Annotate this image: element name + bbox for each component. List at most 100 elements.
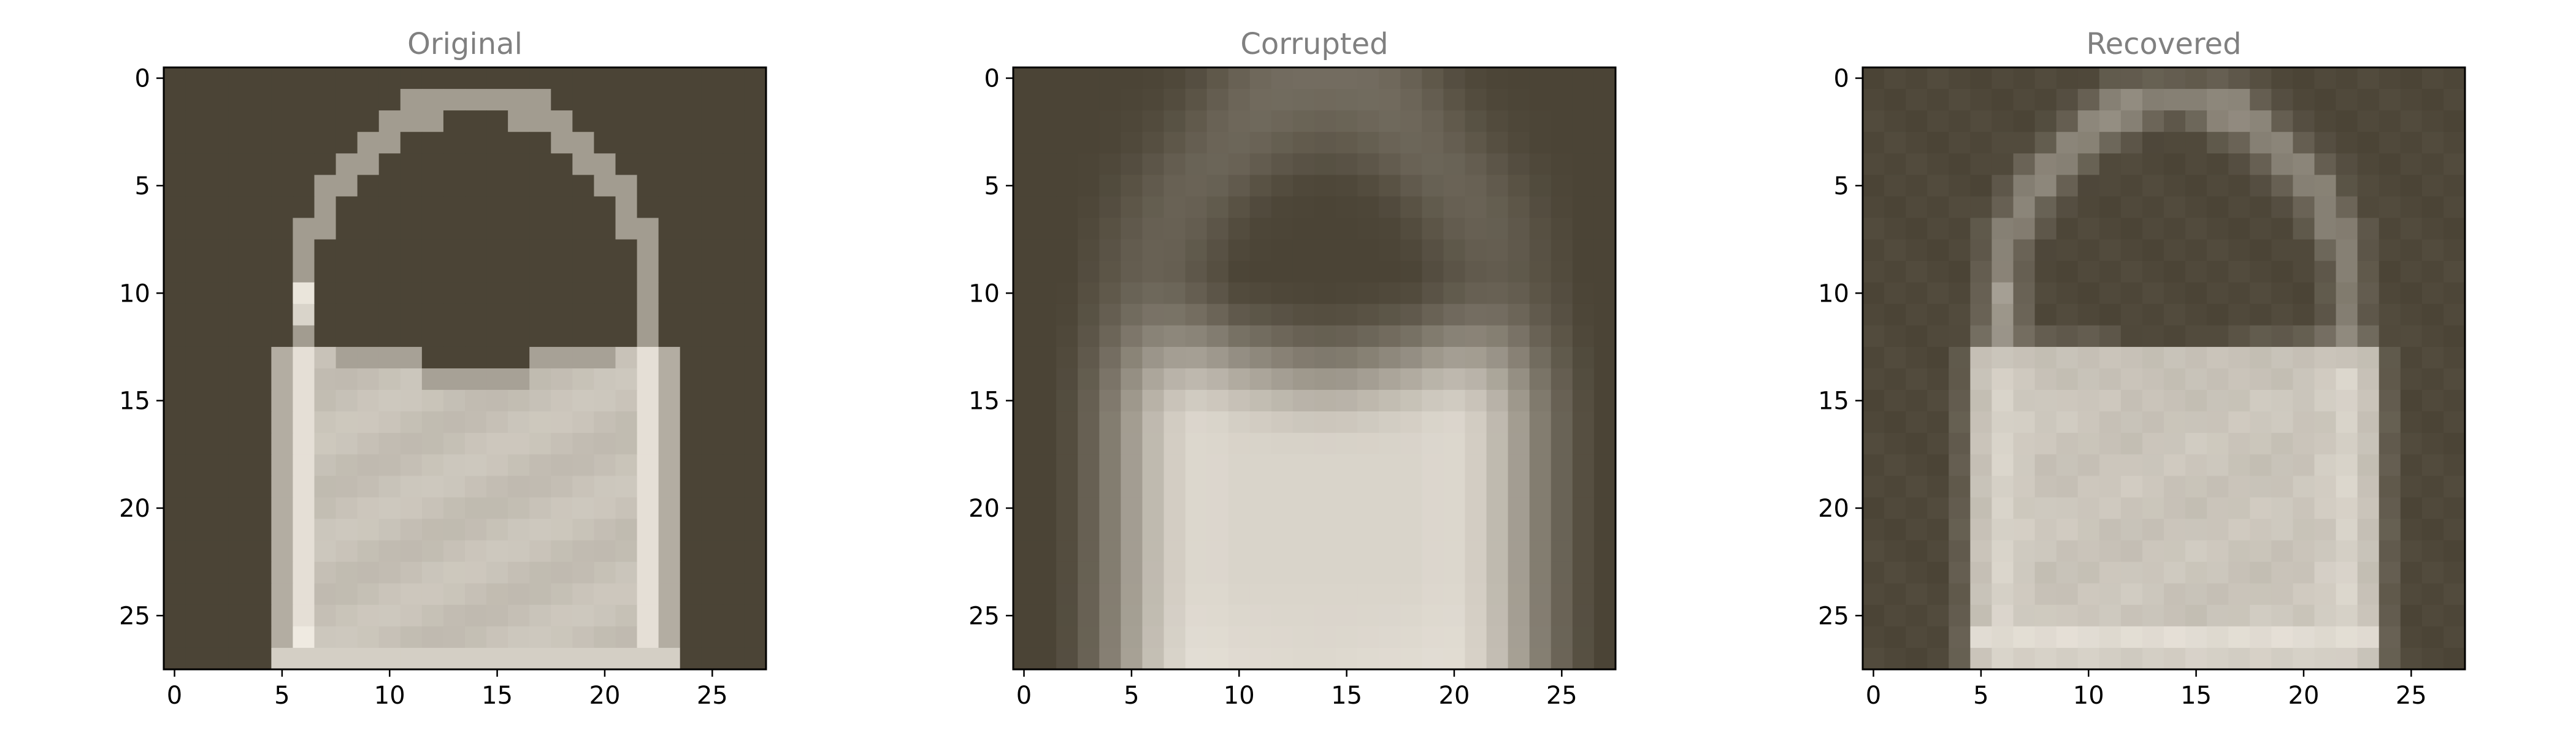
heatmap-cell — [1443, 153, 1466, 175]
heatmap-cell — [637, 647, 659, 670]
heatmap-cell — [1443, 303, 1466, 326]
heatmap-cell — [2164, 497, 2186, 520]
heatmap-cell — [572, 132, 595, 154]
heatmap-cell — [2379, 282, 2401, 305]
heatmap-cell — [1142, 368, 1165, 390]
heatmap-cell — [572, 175, 595, 197]
heatmap-cell — [529, 346, 551, 369]
heatmap-cell — [572, 218, 595, 240]
heatmap-cell — [1443, 110, 1466, 132]
heatmap-cell — [1991, 261, 2014, 283]
heatmap-cell — [250, 626, 272, 649]
heatmap-cell — [723, 519, 745, 541]
heatmap-cell — [2357, 196, 2380, 219]
heatmap-cell — [1422, 89, 1444, 111]
heatmap-cell — [723, 261, 745, 283]
heatmap-cell — [1379, 647, 1401, 670]
heatmap-cell — [1551, 132, 1573, 154]
heatmap-cell — [1271, 368, 1294, 390]
heatmap-cell — [1357, 604, 1379, 627]
heatmap-cell — [1970, 519, 1993, 541]
heatmap-cell — [1078, 153, 1100, 175]
heatmap-cell — [2142, 476, 2164, 498]
heatmap-cell — [572, 647, 595, 670]
heatmap-cell — [2271, 497, 2294, 520]
heatmap-cell — [1593, 454, 1616, 476]
heatmap-cell — [2034, 261, 2057, 283]
heatmap-cell — [2142, 132, 2164, 154]
heatmap-cell — [443, 604, 466, 627]
heatmap-cell — [1185, 303, 1208, 326]
heatmap-cell — [744, 282, 767, 305]
heatmap-cell — [2271, 561, 2294, 584]
heatmap-cell — [2185, 218, 2207, 240]
heatmap-cell — [2443, 325, 2466, 348]
heatmap-cell — [1551, 346, 1573, 369]
heatmap-cell — [1206, 89, 1229, 111]
heatmap-cell — [1443, 346, 1466, 369]
heatmap-cell — [2250, 454, 2272, 476]
heatmap-cell — [2314, 89, 2337, 111]
heatmap-cell — [1486, 476, 1509, 498]
heatmap-cell — [1056, 239, 1078, 262]
heatmap-cell — [400, 647, 423, 670]
heatmap-cell — [1142, 282, 1165, 305]
heatmap-cell — [335, 282, 358, 305]
heatmap-cell — [2421, 476, 2444, 498]
heatmap-cell — [1949, 454, 1971, 476]
heatmap-cell — [357, 89, 380, 111]
heatmap-cell — [2185, 476, 2207, 498]
heatmap-cell — [1400, 561, 1422, 584]
heatmap-cell — [2271, 303, 2294, 326]
heatmap-cell — [2013, 282, 2036, 305]
heatmap-cell — [1593, 89, 1616, 111]
heatmap-cell — [1099, 303, 1121, 326]
heatmap-cell — [1422, 67, 1444, 89]
heatmap-cell — [1336, 239, 1358, 262]
heatmap-cell — [2379, 153, 2401, 175]
heatmap-cell — [1400, 540, 1422, 563]
heatmap-cell — [2013, 110, 2036, 132]
heatmap-cell — [1884, 175, 1906, 197]
heatmap-cell — [2421, 153, 2444, 175]
heatmap-cell — [551, 153, 573, 175]
heatmap-cell — [637, 239, 659, 262]
heatmap-cell — [185, 303, 207, 326]
heatmap-cell — [744, 346, 767, 369]
heatmap-cell — [1099, 540, 1121, 563]
heatmap-cell — [1970, 67, 1993, 89]
heatmap-cell — [1572, 390, 1595, 412]
heatmap-cell — [1572, 239, 1595, 262]
heatmap-cell — [1906, 218, 1928, 240]
heatmap-cell — [508, 540, 530, 563]
heatmap-cell — [1572, 433, 1595, 455]
heatmap-cell — [1056, 368, 1078, 390]
heatmap-cell — [1035, 239, 1057, 262]
heatmap-cell — [1314, 239, 1336, 262]
y-tick-label: 10 — [968, 280, 1000, 308]
heatmap-cell — [2379, 303, 2401, 326]
heatmap-cell — [357, 454, 380, 476]
heatmap-cell — [1529, 540, 1552, 563]
heatmap-cell — [2400, 540, 2423, 563]
heatmap-cell — [1013, 497, 1035, 520]
heatmap-cell — [314, 540, 337, 563]
heatmap-cell — [2421, 132, 2444, 154]
heatmap-cell — [2336, 411, 2358, 433]
heatmap-cell — [486, 110, 508, 132]
heatmap-cell — [2056, 540, 2079, 563]
heatmap-cell — [1271, 303, 1294, 326]
heatmap-cell — [2271, 390, 2294, 412]
heatmap-cell — [1206, 647, 1229, 670]
heatmap-cell — [1249, 346, 1272, 369]
heatmap-cell — [1163, 626, 1186, 649]
heatmap-cell — [2034, 561, 2057, 584]
heatmap-cell — [2421, 411, 2444, 433]
heatmap-cell — [1927, 67, 1949, 89]
heatmap-cell — [1884, 411, 1906, 433]
heatmap-cell — [551, 346, 573, 369]
heatmap-cell — [615, 196, 638, 219]
heatmap-cell — [1863, 604, 1885, 627]
x-tick-label: 15 — [1331, 682, 1362, 710]
heatmap-cell — [1551, 476, 1573, 498]
